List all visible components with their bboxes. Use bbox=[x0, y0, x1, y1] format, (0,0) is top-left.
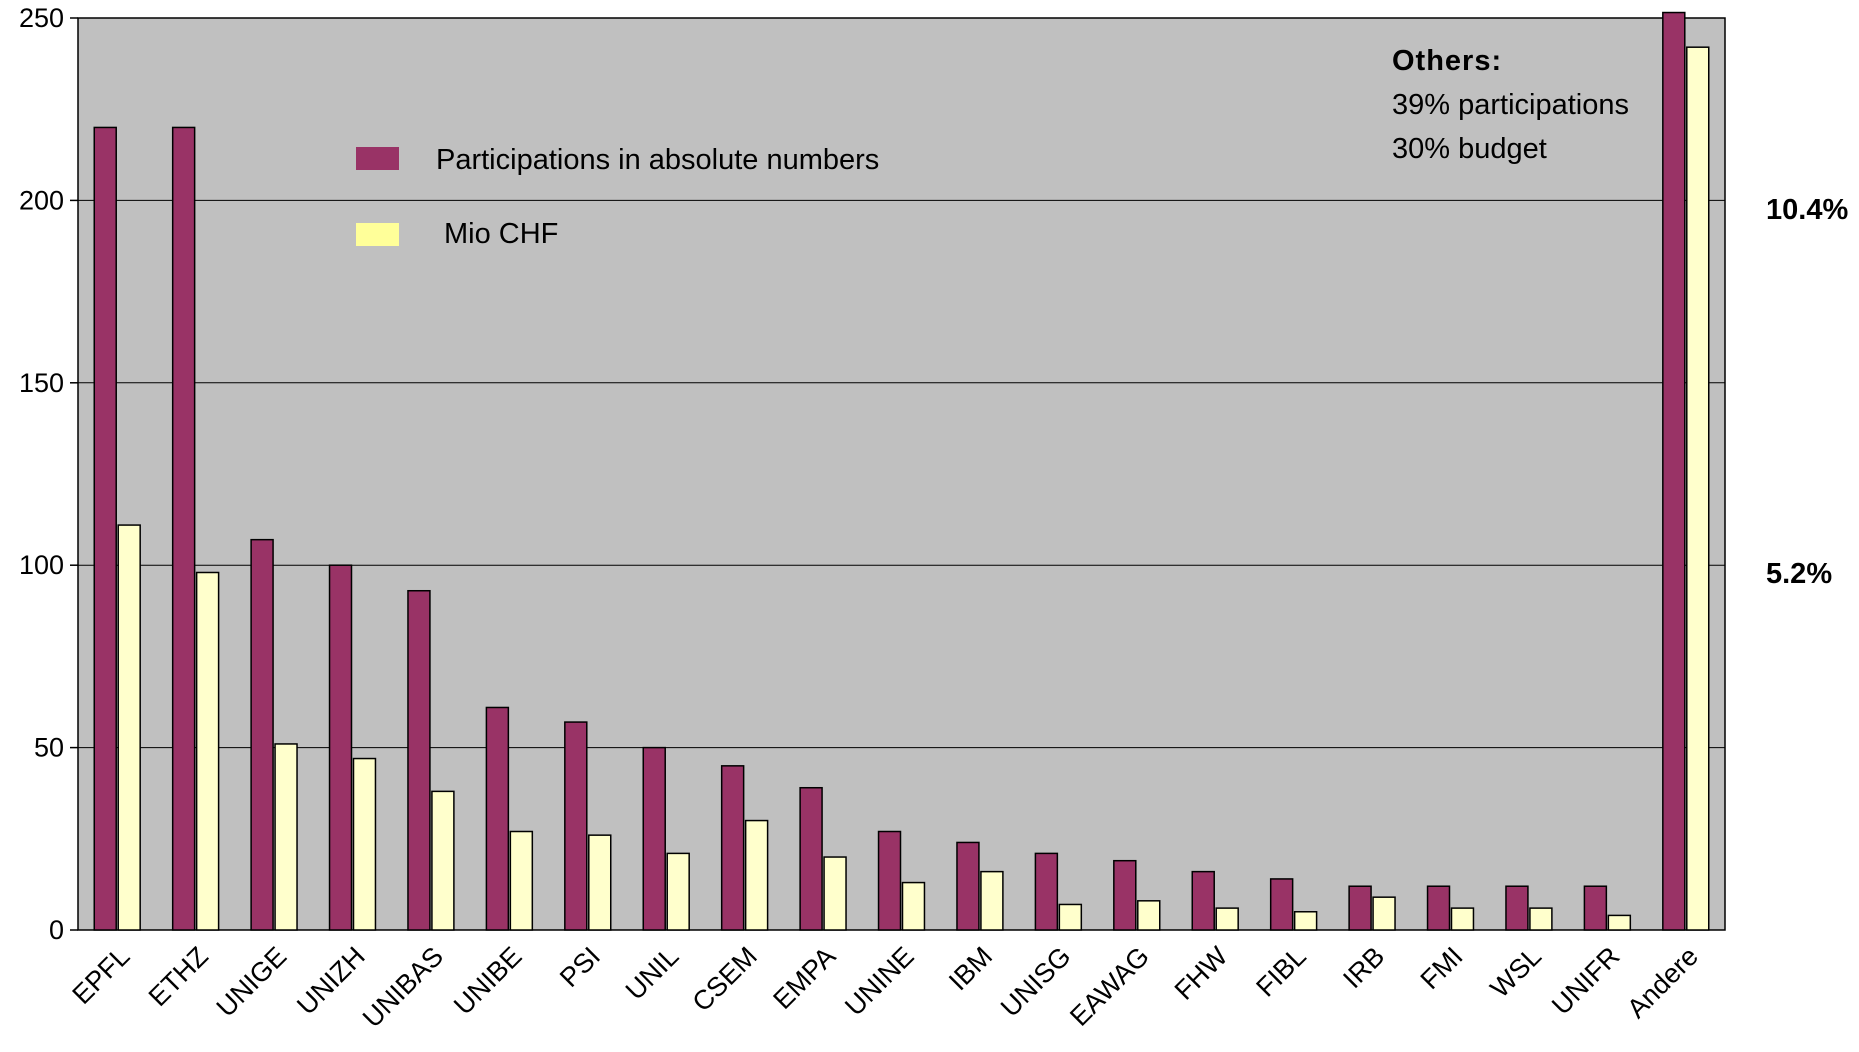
bar-mio-chf-unige bbox=[274, 743, 298, 931]
bar-mio-chf-eawag bbox=[1137, 900, 1161, 931]
bar-participations-unibe bbox=[485, 706, 510, 931]
bar-mio-chf-fibl bbox=[1293, 911, 1318, 931]
bar-participations-empa bbox=[799, 786, 823, 931]
bar-participations-unisg bbox=[1034, 852, 1059, 931]
bar-participations-andere bbox=[1662, 11, 1686, 931]
x-tick-label: ETHZ bbox=[143, 941, 214, 1012]
bar-participations-fmi bbox=[1426, 885, 1451, 931]
x-tick-label: UNIL bbox=[620, 941, 685, 1006]
legend-swatch-mio-chf bbox=[356, 223, 399, 246]
y-tick-label: 50 bbox=[34, 733, 64, 763]
gridlines bbox=[78, 199, 1725, 749]
bar-mio-chf-unine bbox=[901, 881, 926, 931]
bar-mio-chf-unizh bbox=[352, 757, 377, 931]
others-title: Others: bbox=[1392, 45, 1502, 77]
x-tick-label: IBM bbox=[943, 941, 998, 996]
x-tick-label: UNINE bbox=[839, 941, 920, 1022]
others-budget: 30% budget bbox=[1392, 133, 1547, 165]
bar-participations-psi bbox=[564, 721, 588, 931]
bars bbox=[93, 11, 1710, 931]
bar-participations-fhw bbox=[1191, 870, 1215, 931]
bar-mio-chf-ibm bbox=[980, 870, 1004, 931]
x-tick-label: PSI bbox=[554, 941, 606, 993]
bar-participations-unine bbox=[877, 830, 902, 931]
right-percent-upper: 10.4% bbox=[1766, 194, 1848, 226]
bar-mio-chf-unifr bbox=[1607, 914, 1632, 931]
bar-mio-chf-unibas bbox=[431, 790, 455, 931]
y-tick-label: 0 bbox=[49, 915, 64, 945]
bar-participations-unibas bbox=[407, 589, 431, 931]
bar-participations-csem bbox=[720, 765, 745, 931]
bar-participations-ethz bbox=[171, 126, 196, 931]
x-tick-label: WSL bbox=[1485, 941, 1548, 1004]
x-tick-label: FMI bbox=[1415, 941, 1469, 995]
right-percent-lower: 5.2% bbox=[1766, 558, 1832, 590]
bar-mio-chf-irb bbox=[1372, 896, 1396, 931]
legend-label-participations: Participations in absolute numbers bbox=[436, 144, 879, 176]
bar-participations-unifr bbox=[1583, 885, 1608, 931]
bar-participations-fibl bbox=[1269, 878, 1294, 931]
x-tick-label: EPFL bbox=[66, 941, 135, 1010]
x-tick-label: FHW bbox=[1169, 941, 1234, 1006]
bar-participations-ibm bbox=[956, 841, 980, 931]
bar-participations-eawag bbox=[1113, 859, 1137, 931]
bar-mio-chf-epfl bbox=[117, 524, 141, 931]
legend-label-mio-chf: Mio CHF bbox=[444, 218, 558, 250]
bar-mio-chf-unil bbox=[666, 852, 690, 931]
bar-mio-chf-psi bbox=[588, 834, 612, 931]
x-tick-label: UNIZH bbox=[291, 941, 371, 1021]
legend-swatch-participations bbox=[356, 147, 399, 170]
bar-mio-chf-unisg bbox=[1058, 903, 1083, 931]
x-tick-label: UNIFR bbox=[1546, 941, 1626, 1021]
y-tick-label: 250 bbox=[19, 3, 64, 33]
bar-mio-chf-fmi bbox=[1450, 907, 1475, 931]
bar-participations-irb bbox=[1348, 885, 1372, 931]
bar-mio-chf-fhw bbox=[1215, 907, 1239, 931]
bar-mio-chf-ethz bbox=[195, 571, 220, 931]
y-axis-ticks: 0 50 100 150 200 250 bbox=[19, 3, 78, 945]
bar-participations-wsl bbox=[1505, 885, 1529, 931]
x-tick-label: EMPA bbox=[767, 941, 841, 1015]
others-note: Others: 39% participations 30% budget bbox=[1392, 45, 1629, 165]
others-participations: 39% participations bbox=[1392, 89, 1629, 121]
plot-area bbox=[77, 17, 1726, 931]
x-tick-label: UNIBAS bbox=[357, 941, 449, 1033]
bar-mio-chf-csem bbox=[744, 819, 769, 931]
bar-participations-unige bbox=[250, 538, 274, 931]
x-tick-label: EAWAG bbox=[1064, 941, 1155, 1032]
bar-participations-epfl bbox=[93, 126, 117, 931]
y-tick-label: 200 bbox=[19, 185, 64, 215]
x-tick-label: Andere bbox=[1621, 941, 1704, 1024]
x-tick-label: CSEM bbox=[687, 941, 763, 1017]
x-tick-label: IRB bbox=[1337, 941, 1390, 994]
bar-mio-chf-unibe bbox=[509, 830, 534, 931]
x-tick-label: UNIBE bbox=[448, 941, 528, 1021]
bar-mio-chf-wsl bbox=[1529, 907, 1553, 931]
x-tick-label: UNIGE bbox=[211, 941, 293, 1023]
y-tick-label: 150 bbox=[19, 368, 64, 398]
bar-participations-unil bbox=[642, 746, 666, 931]
bar-participations-unizh bbox=[328, 564, 353, 931]
x-tick-label: FIBL bbox=[1250, 941, 1312, 1003]
bar-mio-chf-empa bbox=[823, 856, 847, 931]
bar-mio-chf-andere bbox=[1686, 46, 1710, 931]
y-tick-label: 100 bbox=[19, 550, 64, 580]
legend: Participations in absolute numbers Mio C… bbox=[356, 144, 879, 250]
